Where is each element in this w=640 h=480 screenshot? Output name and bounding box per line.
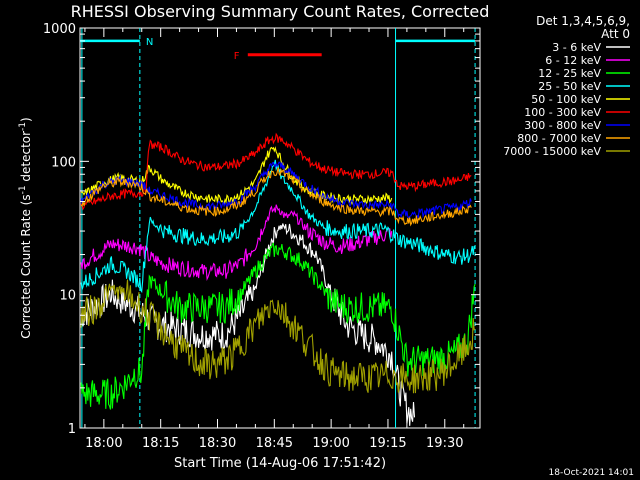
y-label-d: -1 <box>18 122 28 131</box>
y-tick-label-2: 100 <box>51 155 76 170</box>
plot-frame <box>79 27 481 429</box>
y-label-c: detector <box>19 131 33 186</box>
legend-label-8: 7000 - 15000 keV <box>503 145 601 158</box>
legend-label-0: 3 - 6 keV <box>552 41 601 54</box>
x-tick-label-0: 18:00 <box>85 436 122 451</box>
legend-label-6: 300 - 800 keV <box>524 119 601 132</box>
legend-header-line-1: Det 1,3,4,5,6,9, <box>536 14 630 28</box>
legend-label-2: 12 - 25 keV <box>538 67 601 80</box>
footer-timestamp: 18-Oct-2021 14:01 <box>549 468 634 478</box>
series-7-line <box>80 167 472 227</box>
clipped-plot: NF <box>80 28 476 428</box>
legend-label-1: 6 - 12 keV <box>545 54 601 67</box>
chart-title: RHESSI Observing Summary Count Rates, Co… <box>71 2 490 21</box>
legend-label-3: 25 - 50 keV <box>538 80 601 93</box>
x-tick-label-2: 18:30 <box>199 436 236 451</box>
y-tick-label-1: 10 <box>59 289 76 304</box>
x-tick-label-4: 19:00 <box>312 436 349 451</box>
plot-content: NF <box>80 28 476 428</box>
x-tick-label-6: 19:30 <box>426 436 463 451</box>
series-0-line <box>80 223 416 426</box>
annotation-label-0: N <box>146 37 153 48</box>
y-label-a: Corrected Count Rate (s <box>19 194 33 338</box>
legend-label-5: 100 - 300 keV <box>524 106 601 119</box>
annotation-label-2: F <box>234 51 240 62</box>
series-4-line <box>80 146 393 206</box>
legend-header: Det 1,3,4,5,6,9, Att 0 <box>536 14 630 41</box>
x-tick-label-3: 18:45 <box>256 436 293 451</box>
y-tick-label-0: 1 <box>68 422 76 437</box>
legend-label-7: 800 - 7000 keV <box>517 132 601 145</box>
y-label-e: ) <box>19 117 33 122</box>
x-axis-label: Start Time (14-Aug-06 17:51:42) <box>174 456 386 471</box>
series-1-line <box>80 204 393 282</box>
x-tick-label-5: 19:15 <box>369 436 406 451</box>
y-tick-label-3: 1000 <box>43 22 76 37</box>
series-8-line <box>80 279 476 394</box>
x-tick-label-1: 18:15 <box>142 436 179 451</box>
legend-header-line-2: Att 0 <box>601 27 630 41</box>
y-axis-label: Corrected Count Rate (s-1 detector-1) <box>18 117 33 338</box>
y-label-b: -1 <box>18 185 28 194</box>
legend-label-4: 50 - 100 keV <box>531 93 601 106</box>
axes: 1 10 100 1000 18:00 18:15 18:30 18:45 19:00 19:15… <box>43 22 480 451</box>
series-2-line <box>80 242 476 410</box>
series-5-line <box>80 132 472 211</box>
